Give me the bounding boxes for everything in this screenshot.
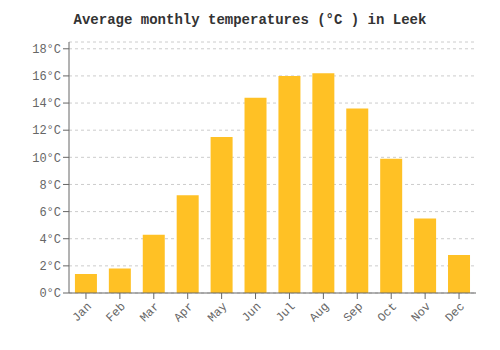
html-text:Average monthly temperatures (: Average monthly temperatures (°C ) in Le…	[73, 12, 427, 28]
svg-text:2°C: 2°C	[39, 260, 61, 274]
svg-text:Oct: Oct	[375, 300, 400, 325]
svg-text:Jan: Jan	[70, 300, 95, 325]
svg-text:Mar: Mar	[137, 300, 162, 325]
svg-text:10°C: 10°C	[32, 152, 61, 166]
svg-text:4°C: 4°C	[39, 233, 61, 247]
svg-text:Aug: Aug	[307, 300, 332, 325]
svg-text:0°C: 0°C	[39, 287, 61, 301]
svg-text:Nov: Nov	[409, 300, 434, 325]
svg-text:Jul: Jul	[273, 300, 298, 325]
svg-text:Sep: Sep	[341, 300, 366, 325]
svg-text:6°C: 6°C	[39, 206, 61, 220]
svg-text:8°C: 8°C	[39, 179, 61, 193]
svg-text:Dec: Dec	[443, 300, 468, 325]
svg-text:Apr: Apr	[171, 300, 196, 325]
svg-text:12°C: 12°C	[32, 124, 61, 138]
svg-text:16°C: 16°C	[32, 70, 61, 84]
svg-text:18°C: 18°C	[32, 43, 61, 57]
svg-text:May: May	[205, 300, 230, 325]
svg-text:Feb: Feb	[104, 300, 129, 325]
svg-text:14°C: 14°C	[32, 97, 61, 111]
svg-text:Jun: Jun	[239, 300, 264, 325]
